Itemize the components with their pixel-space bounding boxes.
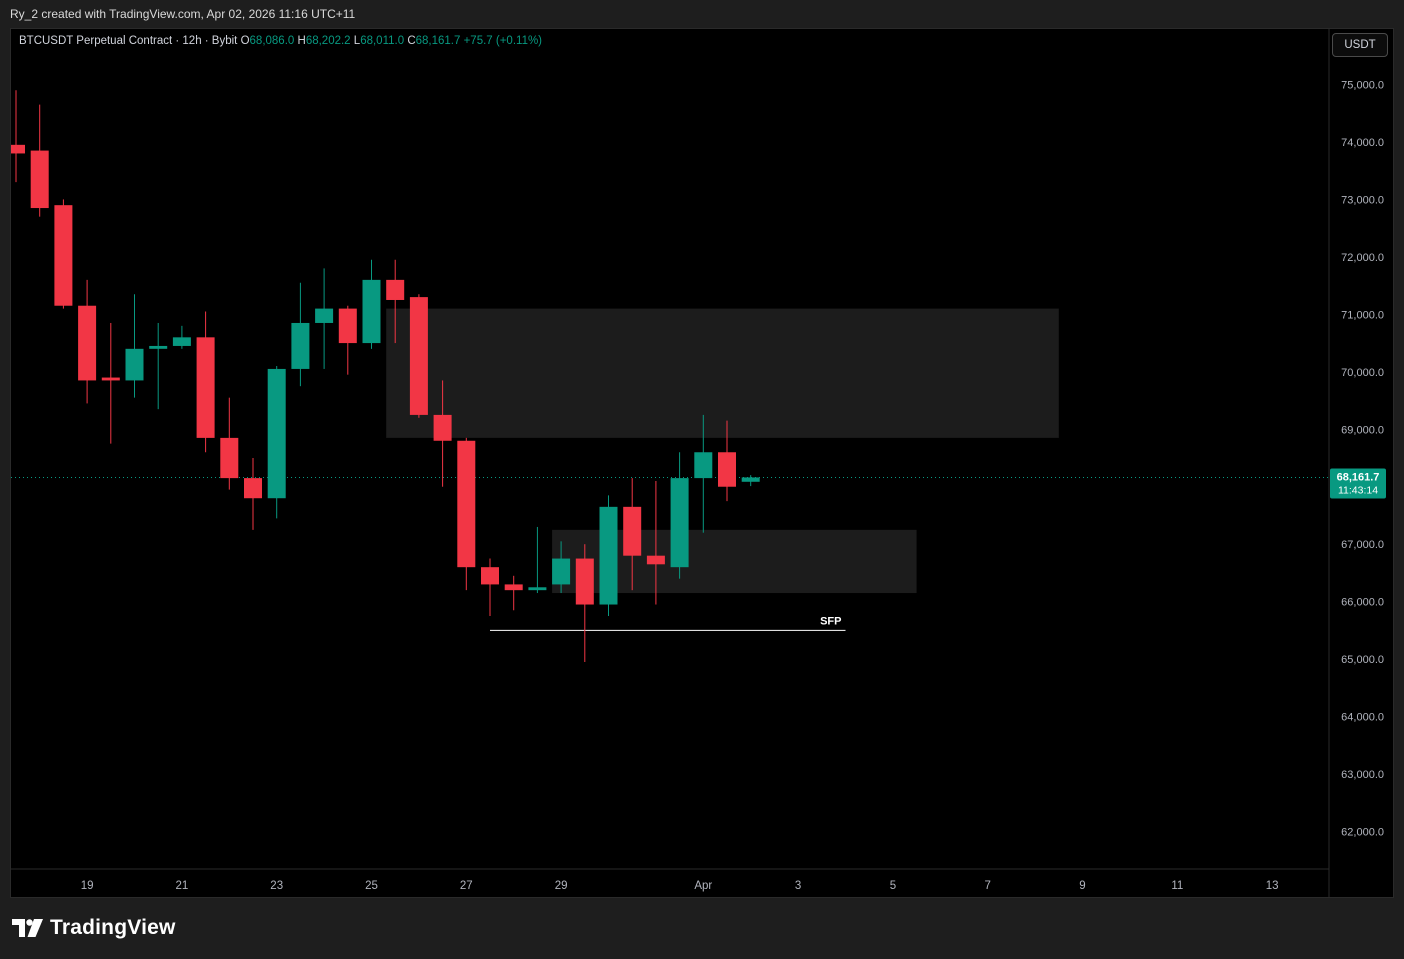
time-tick-label: 19: [81, 880, 94, 892]
candle-body[interactable]: [504, 584, 523, 591]
low-label: L: [353, 35, 361, 47]
price-tick-label: 72,000.0: [1341, 252, 1384, 264]
candle-body[interactable]: [125, 348, 144, 381]
candle-body[interactable]: [78, 305, 97, 381]
candle-body[interactable]: [623, 506, 642, 556]
tradingview-brand[interactable]: TradingView: [12, 916, 176, 940]
time-tick-label: 29: [555, 880, 568, 892]
price-tick-label: 64,000.0: [1341, 712, 1384, 724]
price-tick-label: 66,000.0: [1341, 597, 1384, 609]
open-value: 68,086.0: [249, 35, 295, 47]
time-tick-label: 5: [890, 880, 896, 892]
snapshot-caption: Ry_2 created with TradingView.com, Apr 0…: [10, 7, 356, 21]
price-tick-label: 71,000.0: [1341, 309, 1384, 321]
open-label: O: [240, 35, 250, 47]
price-tick-label: 73,000.0: [1341, 194, 1384, 206]
price-tick-label: 75,000.0: [1341, 80, 1384, 92]
tradingview-logo-icon: [12, 919, 43, 937]
candle-body[interactable]: [172, 337, 191, 346]
time-tick-label: 9: [1079, 880, 1085, 892]
time-tick-label: 27: [460, 880, 473, 892]
change-value: +75.7 (+0.11%): [463, 35, 543, 47]
candlestick-chart[interactable]: SFP 75,000.0 74,000.0 73,000.0 72,000.0 71,00…: [11, 29, 1395, 899]
candle-body[interactable]: [599, 506, 618, 605]
price-tag-box[interactable]: [1330, 468, 1386, 499]
candle-body[interactable]: [694, 452, 713, 479]
high-value: 68,202.2: [305, 35, 351, 47]
symbol-info[interactable]: BTCUSDT Perpetual Contract · 12h · Bybit: [19, 35, 238, 47]
candle-body[interactable]: [386, 279, 405, 300]
candle-body[interactable]: [30, 150, 49, 209]
time-tick-label: 3: [795, 880, 801, 892]
candle-body[interactable]: [338, 308, 357, 344]
price-tag-countdown: 11:43:14: [1338, 484, 1378, 496]
snapshot-header: Ry_2 created with TradingView.com, Apr 0…: [0, 0, 1404, 28]
close-label: C: [407, 35, 416, 47]
candle-body[interactable]: [646, 555, 665, 565]
time-tick-label: 23: [270, 880, 283, 892]
time-tick-label: 21: [176, 880, 189, 892]
candle-body[interactable]: [196, 337, 215, 438]
price-tick-label: 62,000.0: [1341, 827, 1384, 839]
candle-body[interactable]: [552, 558, 571, 585]
zone-rect-1[interactable]: [386, 308, 1059, 438]
price-tick-label: 74,000.0: [1341, 137, 1384, 149]
candle-body[interactable]: [481, 567, 499, 585]
candle-body[interactable]: [433, 414, 452, 441]
candle-body[interactable]: [220, 437, 239, 479]
candle-body[interactable]: [291, 322, 310, 369]
candle-body[interactable]: [315, 308, 334, 323]
price-tick-label: 70,000.0: [1341, 367, 1384, 379]
time-tick-label: 13: [1266, 880, 1279, 892]
price-tick-label: 63,000.0: [1341, 769, 1384, 781]
chart-pane[interactable]: SFP 75,000.0 74,000.0 73,000.0 72,000.0 71,00…: [10, 28, 1395, 899]
candle-body[interactable]: [741, 477, 760, 482]
candle-body[interactable]: [149, 345, 168, 349]
symbol-legend: BTCUSDT Perpetual Contract · 12h · Bybit…: [19, 35, 542, 47]
candle-body[interactable]: [409, 297, 428, 415]
candle-body[interactable]: [575, 558, 594, 605]
price-tag-value: 68,161.7: [1337, 471, 1380, 483]
time-tick-label: 25: [365, 880, 378, 892]
currency-button[interactable]: USDT: [1332, 33, 1388, 57]
low-value: 68,011.0: [360, 35, 405, 47]
price-tick-label: 69,000.0: [1341, 424, 1384, 436]
brand-name: TradingView: [50, 916, 176, 939]
candle-body[interactable]: [528, 587, 547, 591]
candle-body[interactable]: [457, 440, 476, 568]
candle-body[interactable]: [244, 478, 262, 499]
candle-body[interactable]: [670, 478, 689, 568]
candle-body[interactable]: [54, 205, 73, 306]
price-tick-label: 65,000.0: [1341, 654, 1384, 666]
close-value: 68,161.7: [415, 35, 461, 47]
footer: TradingView: [0, 898, 1404, 959]
time-tick-label: Apr: [694, 880, 712, 892]
candle-body[interactable]: [267, 368, 286, 499]
candle-body[interactable]: [362, 279, 381, 344]
price-tick-label: 67,000.0: [1341, 539, 1384, 551]
sfp-label: SFP: [820, 615, 841, 627]
time-tick-label: 11: [1171, 880, 1183, 892]
time-tick-label: 7: [984, 880, 990, 892]
candle-body[interactable]: [11, 144, 25, 154]
high-label: H: [297, 35, 306, 47]
candle-body[interactable]: [718, 452, 736, 487]
candle-body[interactable]: [101, 377, 120, 381]
